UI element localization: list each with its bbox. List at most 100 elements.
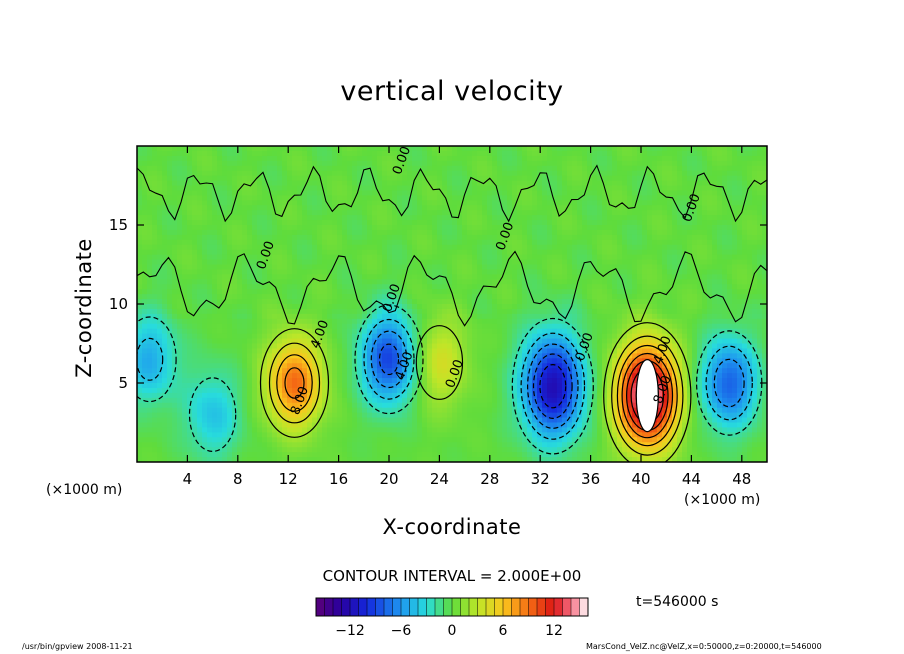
heatmap-cell	[197, 387, 203, 394]
heatmap-cell	[327, 392, 333, 399]
heatmap-cell	[522, 378, 528, 384]
heatmap-cell	[257, 323, 263, 330]
heatmap-cell	[382, 373, 388, 379]
heatmap-cell	[192, 244, 198, 251]
heatmap-cell	[362, 442, 368, 448]
heatmap-cell	[477, 234, 483, 241]
heatmap-cell	[262, 343, 268, 350]
heatmap-cell	[182, 170, 188, 177]
heatmap-cell	[377, 452, 383, 458]
heatmap-cell	[147, 432, 153, 438]
heatmap-cell	[487, 313, 493, 320]
heatmap-cell	[162, 229, 168, 236]
heatmap-cell	[377, 299, 383, 305]
heatmap-cell	[182, 150, 188, 157]
heatmap-cell	[327, 363, 333, 369]
heatmap-cell	[197, 299, 203, 305]
heatmap-cell	[142, 155, 148, 162]
heatmap-cell	[457, 274, 463, 280]
heatmap-cell	[207, 239, 213, 246]
heatmap-cell	[362, 284, 368, 290]
heatmap-cell	[447, 402, 453, 409]
heatmap-cell	[332, 210, 338, 216]
heatmap-cell	[517, 313, 523, 320]
heatmap-cell	[307, 284, 313, 290]
heatmap-cell	[237, 343, 243, 350]
heatmap-cell	[252, 279, 258, 285]
heatmap-cell	[307, 249, 313, 256]
heatmap-cell	[277, 378, 283, 384]
heatmap-cell	[377, 190, 383, 196]
heatmap-cell	[182, 234, 188, 241]
heatmap-cell	[492, 289, 498, 295]
heatmap-cell	[367, 407, 373, 414]
heatmap-cell	[437, 259, 443, 266]
heatmap-cell	[367, 274, 373, 280]
heatmap-cell	[457, 180, 463, 187]
heatmap-cell	[467, 378, 473, 384]
heatmap-cell	[277, 368, 283, 374]
heatmap-cell	[147, 402, 153, 409]
heatmap-cell	[487, 279, 493, 285]
heatmap-cell	[312, 368, 318, 374]
heatmap-cell	[282, 150, 288, 157]
heatmap-cell	[242, 373, 248, 379]
heatmap-cell	[217, 308, 223, 315]
heatmap-cell	[307, 432, 313, 438]
heatmap-cell	[512, 437, 518, 443]
heatmap-cell	[467, 338, 473, 345]
heatmap-cell	[262, 422, 268, 429]
heatmap-cell	[177, 165, 183, 172]
heatmap-cell	[457, 234, 463, 241]
heatmap-cell	[372, 378, 378, 384]
heatmap-cell	[187, 205, 193, 211]
heatmap-cell	[232, 210, 238, 216]
heatmap-cell	[492, 165, 498, 172]
heatmap-cell	[192, 264, 198, 271]
heatmap-cell	[312, 225, 318, 231]
heatmap-cell	[192, 274, 198, 280]
heatmap-cell	[197, 308, 203, 315]
heatmap-cell	[302, 175, 308, 182]
heatmap-cell	[232, 160, 238, 167]
heatmap-cell	[292, 150, 298, 157]
heatmap-cell	[177, 363, 183, 369]
heatmap-cell	[352, 437, 358, 443]
heatmap-cell	[187, 200, 193, 206]
heatmap-cell	[222, 160, 228, 167]
heatmap-cell	[337, 234, 343, 241]
heatmap-cell	[407, 387, 413, 394]
heatmap-cell	[152, 343, 158, 350]
heatmap-cell	[187, 150, 193, 157]
heatmap-cell	[232, 239, 238, 246]
heatmap-cell	[307, 210, 313, 216]
heatmap-cell	[217, 328, 223, 335]
heatmap-cell	[322, 220, 328, 226]
heatmap-cell	[342, 343, 348, 350]
heatmap-cell	[152, 417, 158, 424]
heatmap-cell	[142, 378, 148, 384]
heatmap-cell	[412, 407, 418, 414]
heatmap-cell	[242, 279, 248, 285]
heatmap-cell	[407, 274, 413, 280]
heatmap-cell	[337, 249, 343, 256]
heatmap-cell	[387, 363, 393, 369]
heatmap-cell	[472, 348, 478, 354]
heatmap-cell	[352, 373, 358, 379]
heatmap-cell	[142, 422, 148, 429]
heatmap-cell	[207, 284, 213, 290]
heatmap-cell	[392, 442, 398, 448]
heatmap-cell	[137, 363, 143, 369]
heatmap-cell	[517, 432, 523, 438]
heatmap-cell	[317, 195, 323, 201]
heatmap-cell	[382, 457, 388, 462]
heatmap-cell	[202, 269, 208, 275]
heatmap-cell	[427, 358, 433, 364]
heatmap-cell	[252, 205, 258, 211]
heatmap-cell	[407, 225, 413, 231]
heatmap-cell	[242, 338, 248, 345]
heatmap-cell	[282, 190, 288, 196]
heatmap-cell	[237, 299, 243, 305]
heatmap-cell	[262, 308, 268, 315]
heatmap-cell	[212, 378, 218, 384]
